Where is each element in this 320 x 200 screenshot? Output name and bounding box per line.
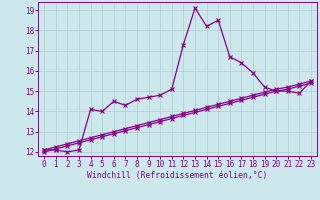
X-axis label: Windchill (Refroidissement éolien,°C): Windchill (Refroidissement éolien,°C) — [87, 171, 268, 180]
